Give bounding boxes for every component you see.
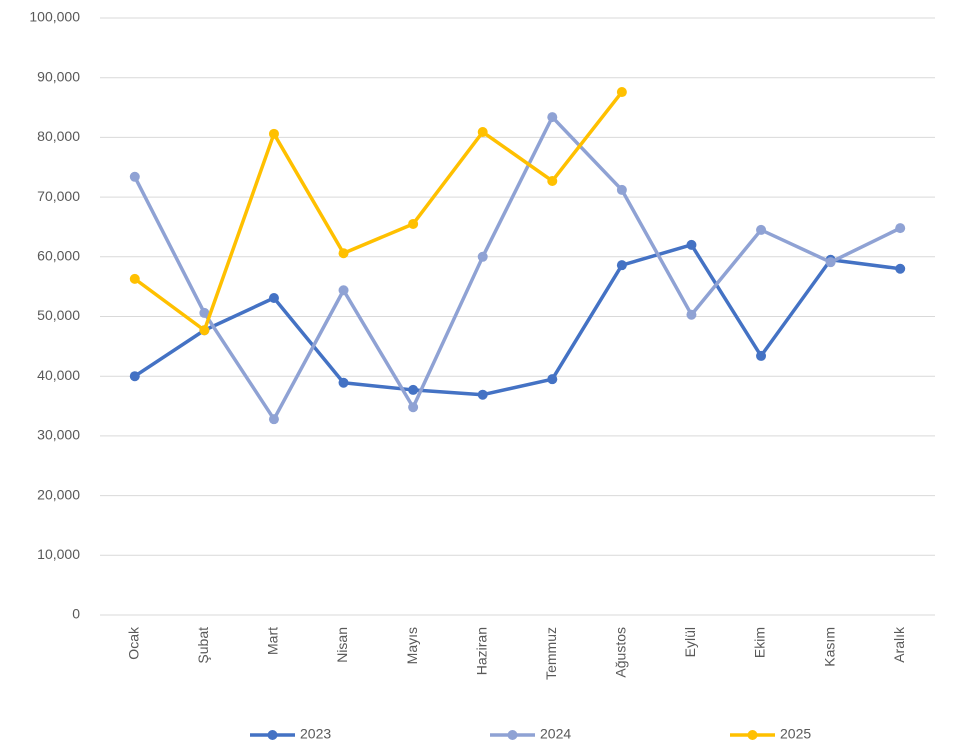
x-tick-label: Temmuz xyxy=(543,627,559,680)
data-point xyxy=(338,285,349,296)
data-point xyxy=(199,307,210,318)
data-point xyxy=(686,239,697,250)
data-point xyxy=(268,292,279,303)
data-point xyxy=(616,184,627,195)
x-tick-label: Nisan xyxy=(334,627,350,663)
x-tick-label: Mart xyxy=(265,627,281,655)
legend-marker xyxy=(267,730,278,740)
series-line xyxy=(133,90,624,332)
y-tick-label: 40,000 xyxy=(37,367,80,383)
data-point xyxy=(616,87,627,98)
x-tick-label: Eylül xyxy=(682,627,698,657)
x-tick-label: Aralık xyxy=(891,626,907,663)
x-tick-label: Haziran xyxy=(473,627,489,675)
data-point xyxy=(477,251,488,262)
data-point xyxy=(338,377,349,388)
legend-label: 2024 xyxy=(540,726,571,742)
data-point xyxy=(199,325,210,336)
x-tick-label: Ekim xyxy=(752,627,768,658)
x-tick-label: Ağustos xyxy=(613,627,629,678)
x-tick-label: Kasım xyxy=(821,627,837,667)
data-point xyxy=(616,260,627,271)
legend-label: 2023 xyxy=(300,726,331,742)
x-tick-label: Mayıs xyxy=(404,627,420,664)
legend-label: 2025 xyxy=(780,726,811,742)
data-point xyxy=(895,263,906,274)
data-point xyxy=(686,309,697,320)
data-point xyxy=(547,175,558,186)
data-point xyxy=(895,223,906,234)
data-point xyxy=(477,389,488,400)
y-tick-label: 20,000 xyxy=(37,486,80,502)
legend-marker xyxy=(507,730,518,740)
data-point xyxy=(477,127,488,138)
data-point xyxy=(825,257,836,268)
data-point xyxy=(756,350,767,361)
data-point xyxy=(547,374,558,385)
y-tick-label: 80,000 xyxy=(37,128,80,144)
y-tick-label: 70,000 xyxy=(37,188,80,204)
data-point xyxy=(756,224,767,235)
y-tick-label: 90,000 xyxy=(37,68,80,84)
y-tick-label: 30,000 xyxy=(37,427,80,443)
data-point xyxy=(268,414,279,425)
y-tick-label: 0 xyxy=(72,606,80,622)
data-point xyxy=(268,128,279,139)
y-tick-label: 50,000 xyxy=(37,307,80,323)
series-line xyxy=(133,115,901,421)
data-point xyxy=(547,112,558,123)
y-tick-label: 60,000 xyxy=(37,248,80,264)
data-point xyxy=(408,384,419,395)
series-line xyxy=(133,243,901,397)
data-point xyxy=(129,273,140,284)
data-point xyxy=(408,402,419,413)
data-point xyxy=(338,248,349,259)
x-tick-label: Şubat xyxy=(195,627,211,664)
data-point xyxy=(129,171,140,182)
y-tick-label: 10,000 xyxy=(37,546,80,562)
x-tick-label: Ocak xyxy=(125,626,141,660)
data-point xyxy=(408,218,419,229)
data-point xyxy=(129,371,140,382)
y-tick-label: 100,000 xyxy=(29,9,80,25)
legend-marker xyxy=(747,730,758,740)
